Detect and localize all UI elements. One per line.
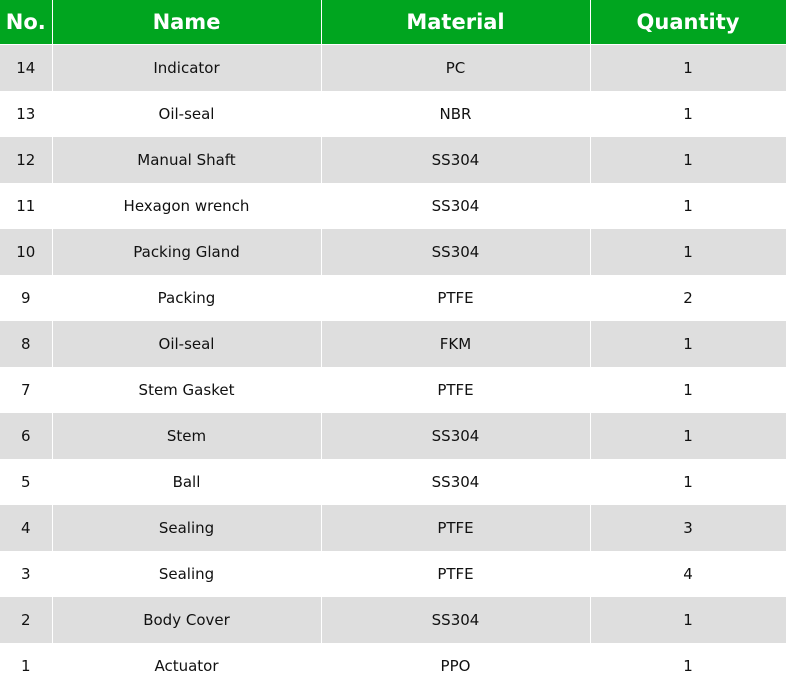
table-row: 1 Actuator PPO 1 [0, 643, 786, 689]
cell-name: Sealing [51, 505, 322, 551]
cell-name: Stem [51, 413, 322, 459]
cell-material: SS304 [320, 459, 591, 505]
table-row: 10 Packing Gland SS304 1 [0, 229, 786, 275]
cell-name: Hexagon wrench [51, 183, 322, 229]
table-row: 11 Hexagon wrench SS304 1 [0, 183, 786, 229]
table-row: 9 Packing PTFE 2 [0, 275, 786, 321]
cell-no: 12 [0, 137, 53, 183]
cell-no: 4 [0, 505, 53, 551]
table-row: 8 Oil-seal FKM 1 [0, 321, 786, 367]
cell-no: 11 [0, 183, 53, 229]
table-row: 2 Body Cover SS304 1 [0, 597, 786, 643]
cell-no: 3 [0, 551, 53, 597]
cell-name: Packing Gland [51, 229, 322, 275]
cell-material: PTFE [320, 367, 591, 413]
cell-material: PC [320, 44, 591, 91]
cell-no: 10 [0, 229, 53, 275]
cell-material: PTFE [320, 505, 591, 551]
cell-quantity: 1 [589, 413, 786, 459]
table-row: 13 Oil-seal NBR 1 [0, 91, 786, 137]
cell-name: Actuator [51, 643, 322, 689]
cell-name: Indicator [51, 44, 322, 91]
header-name: Name [51, 0, 322, 45]
cell-name: Packing [51, 275, 322, 321]
cell-name: Sealing [51, 551, 322, 597]
cell-name: Oil-seal [51, 91, 322, 137]
cell-material: NBR [320, 91, 591, 137]
cell-material: PPO [320, 643, 591, 689]
header-no: No. [0, 0, 53, 45]
cell-no: 2 [0, 597, 53, 643]
cell-name: Manual Shaft [51, 137, 322, 183]
cell-quantity: 1 [589, 91, 786, 137]
header-row: No. Name Material Quantity [0, 0, 786, 45]
table-row: 5 Ball SS304 1 [0, 459, 786, 505]
cell-material: SS304 [320, 597, 591, 643]
cell-quantity: 1 [589, 229, 786, 275]
table-row: 4 Sealing PTFE 3 [0, 505, 786, 551]
cell-quantity: 1 [589, 137, 786, 183]
table-row: 14 Indicator PC 1 [0, 44, 786, 91]
header-quantity: Quantity [589, 0, 786, 45]
cell-quantity: 1 [589, 459, 786, 505]
cell-no: 14 [0, 44, 53, 91]
header-material: Material [320, 0, 591, 45]
cell-quantity: 1 [589, 597, 786, 643]
cell-material: SS304 [320, 183, 591, 229]
cell-material: PTFE [320, 551, 591, 597]
cell-quantity: 4 [589, 551, 786, 597]
cell-name: Body Cover [51, 597, 322, 643]
cell-quantity: 1 [589, 44, 786, 91]
cell-quantity: 1 [589, 183, 786, 229]
table-row: 12 Manual Shaft SS304 1 [0, 137, 786, 183]
cell-quantity: 1 [589, 321, 786, 367]
table-row: 3 Sealing PTFE 4 [0, 551, 786, 597]
cell-material: FKM [320, 321, 591, 367]
cell-no: 7 [0, 367, 53, 413]
cell-no: 13 [0, 91, 53, 137]
table-row: 7 Stem Gasket PTFE 1 [0, 367, 786, 413]
cell-name: Ball [51, 459, 322, 505]
cell-material: SS304 [320, 413, 591, 459]
cell-quantity: 1 [589, 367, 786, 413]
cell-no: 8 [0, 321, 53, 367]
cell-name: Oil-seal [51, 321, 322, 367]
cell-no: 1 [0, 643, 53, 689]
cell-no: 6 [0, 413, 53, 459]
cell-material: PTFE [320, 275, 591, 321]
table-row: 6 Stem SS304 1 [0, 413, 786, 459]
cell-quantity: 2 [589, 275, 786, 321]
cell-quantity: 3 [589, 505, 786, 551]
cell-material: SS304 [320, 137, 591, 183]
cell-no: 5 [0, 459, 53, 505]
cell-no: 9 [0, 275, 53, 321]
cell-name: Stem Gasket [51, 367, 322, 413]
cell-quantity: 1 [589, 643, 786, 689]
cell-material: SS304 [320, 229, 591, 275]
